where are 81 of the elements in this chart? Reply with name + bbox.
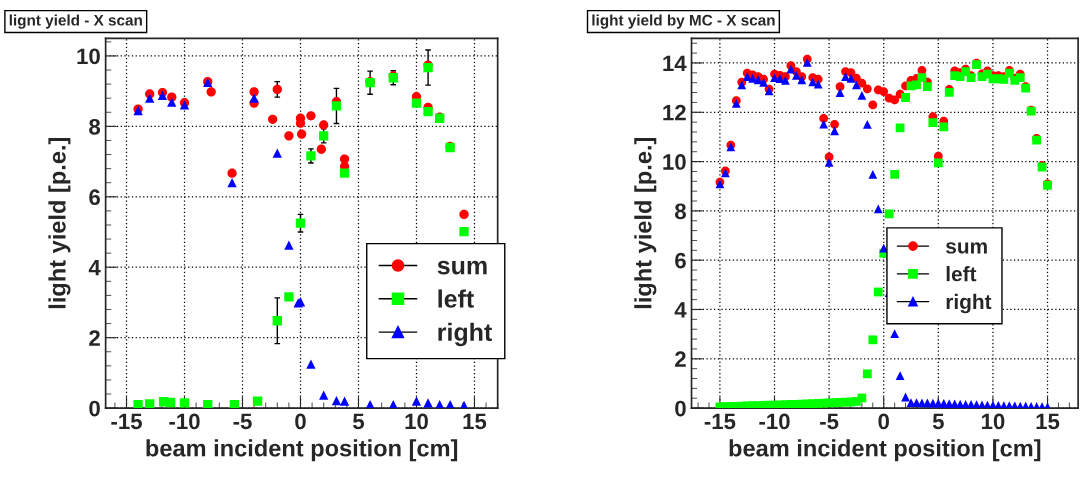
point — [272, 148, 282, 158]
point — [459, 209, 469, 220]
point — [229, 399, 240, 409]
chart-title: light yield by MC - X scan — [592, 14, 775, 29]
point — [306, 151, 316, 161]
x-tick-label: 15 — [463, 413, 487, 430]
point — [445, 399, 455, 409]
y-axis-title: light yield [p.e.] — [48, 137, 71, 309]
point — [268, 114, 278, 124]
point — [339, 396, 350, 406]
point — [331, 101, 342, 111]
y-tick-label: 4 — [674, 302, 687, 318]
point — [227, 178, 237, 188]
point — [423, 398, 433, 408]
y-tick-label: 2 — [89, 330, 100, 346]
x-tick-label: -5 — [820, 413, 839, 430]
point — [365, 399, 375, 409]
point — [284, 131, 294, 141]
point — [133, 399, 143, 409]
point — [435, 399, 445, 409]
y-axis-title: light yield [p.e.] — [634, 137, 657, 309]
y-tick-label: 0 — [89, 400, 100, 417]
x-tick-label: 0 — [878, 413, 889, 430]
legend-label: sum — [437, 260, 487, 275]
point — [339, 168, 350, 178]
legend-label: right — [946, 293, 992, 314]
x-tick-label: 5 — [932, 413, 944, 430]
point — [284, 292, 294, 302]
point — [179, 398, 190, 408]
point — [167, 97, 177, 107]
legend-label: left — [438, 289, 474, 308]
point — [227, 168, 237, 178]
chart-title: lignt yield - X scan — [9, 14, 142, 29]
x-tick-label: 15 — [1036, 413, 1060, 430]
y-tick-label: 4 — [88, 260, 101, 276]
point — [331, 396, 342, 406]
y-tick-label: 8 — [675, 203, 686, 220]
point — [306, 359, 316, 369]
point — [423, 106, 433, 117]
y-tick-label: 6 — [675, 252, 686, 269]
point — [249, 93, 259, 103]
point — [388, 399, 398, 409]
point — [306, 111, 316, 121]
x-tick-label: -5 — [233, 413, 252, 430]
x-axis-title: beam incident position [cm] — [729, 439, 1041, 462]
point — [319, 390, 329, 400]
point — [411, 98, 422, 108]
x-tick-label: -10 — [169, 413, 200, 430]
point — [249, 87, 259, 97]
y-tick-label: 10 — [77, 48, 100, 65]
point — [411, 396, 422, 406]
x-tick-label: 10 — [981, 413, 1005, 430]
point — [165, 397, 176, 408]
legend-label: left — [946, 266, 977, 282]
y-tick-label: 10 — [663, 154, 686, 170]
point — [203, 399, 213, 409]
y-tick-label: 6 — [89, 189, 100, 206]
point — [206, 87, 216, 97]
point — [296, 129, 307, 139]
point — [272, 84, 282, 95]
legend-label: sum — [946, 242, 987, 254]
point — [284, 240, 294, 250]
legend-label: right — [438, 322, 492, 347]
x-tick-label: 10 — [405, 413, 428, 430]
y-tick-label: 12 — [663, 104, 686, 121]
x-tick-label: 5 — [352, 413, 365, 430]
y-tick-label: 2 — [675, 351, 686, 367]
point — [272, 316, 282, 326]
x-axis-title: beam incident position [cm] — [146, 439, 458, 462]
point — [145, 399, 155, 409]
y-tick-label: 8 — [89, 118, 101, 135]
point — [459, 227, 469, 237]
x-tick-label: 0 — [295, 413, 306, 430]
y-tick-label: 14 — [663, 55, 687, 72]
point — [252, 396, 263, 406]
x-tick-label: -10 — [759, 413, 790, 430]
x-tick-label: -15 — [111, 413, 142, 430]
y-tick-label: 0 — [675, 400, 686, 417]
x-tick-label: -15 — [704, 413, 736, 430]
point — [145, 93, 155, 103]
point — [295, 218, 306, 228]
